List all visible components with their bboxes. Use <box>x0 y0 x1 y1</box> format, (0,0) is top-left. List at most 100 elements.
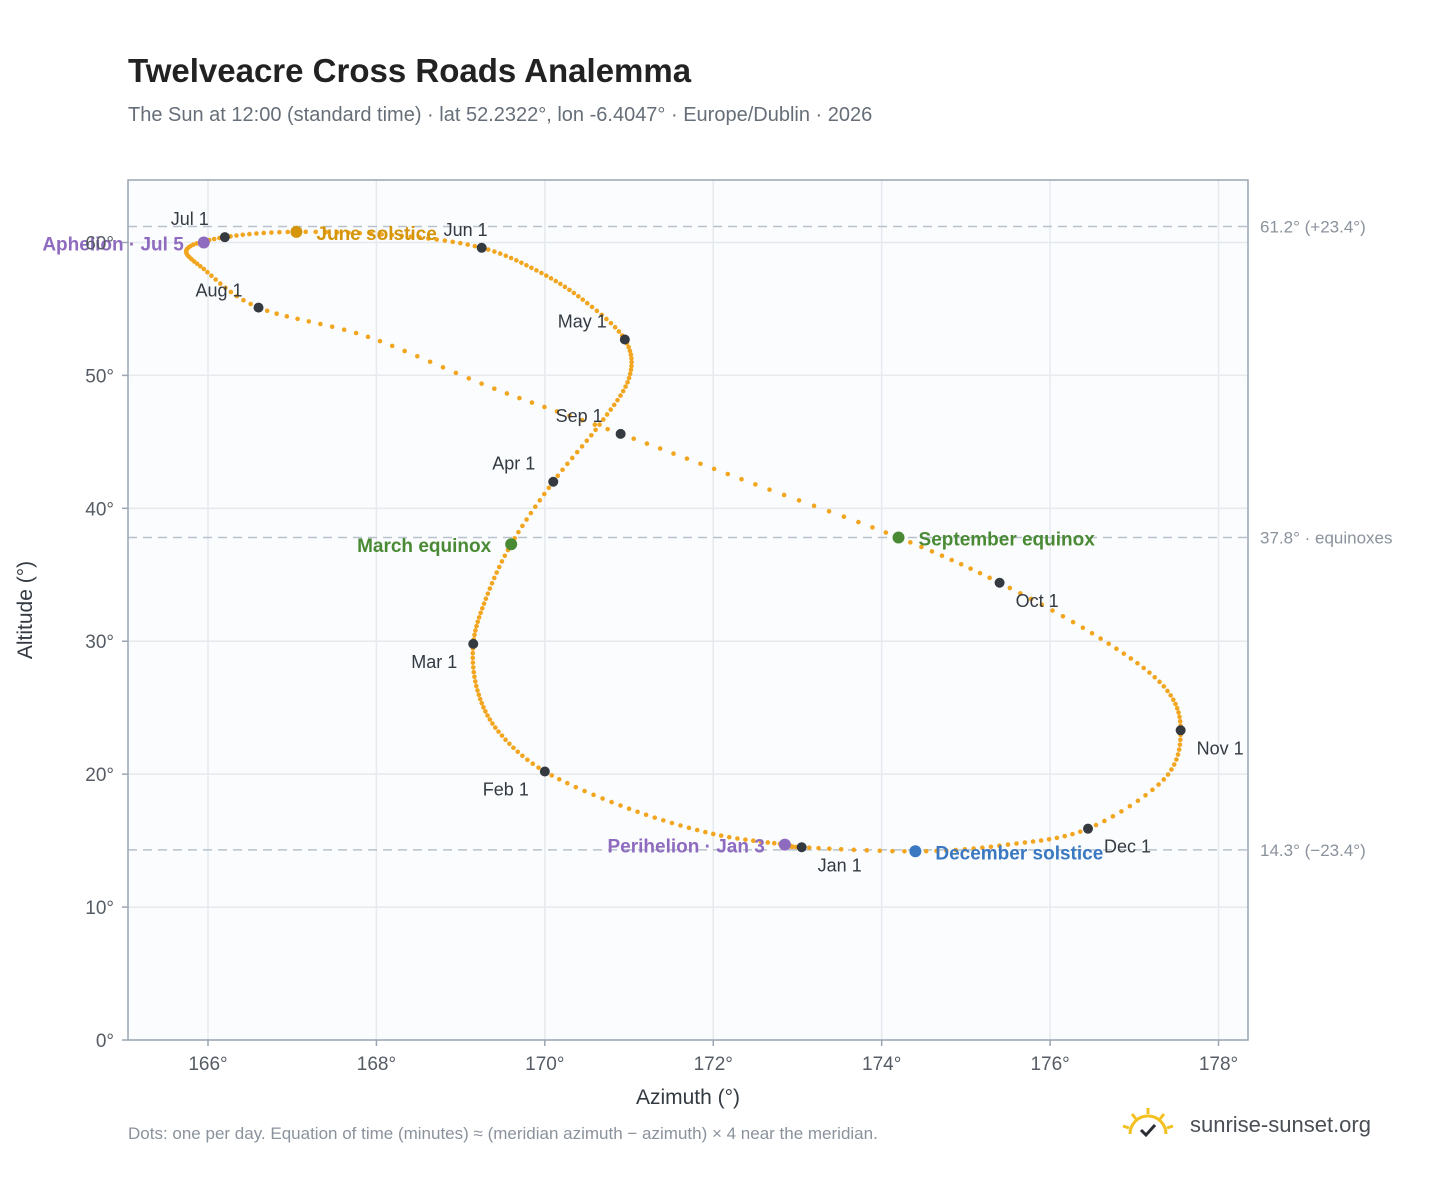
day-dot <box>934 848 939 854</box>
day-dot <box>806 845 812 850</box>
day-dot <box>599 312 605 318</box>
day-dot <box>426 236 431 241</box>
day-dot <box>473 683 479 689</box>
day-dot <box>1161 684 1167 689</box>
day-dot <box>579 417 585 423</box>
day-dot <box>529 400 535 405</box>
day-dot <box>605 426 610 432</box>
day-dot <box>365 334 371 340</box>
day-dot <box>623 384 628 389</box>
day-dot <box>554 409 560 414</box>
day-dot <box>597 422 602 427</box>
day-dot <box>1014 841 1019 846</box>
day-dot <box>1152 674 1158 680</box>
plot-background <box>128 180 1248 1040</box>
y-axis-label: Altitude (°) <box>14 561 37 659</box>
day-dot <box>902 848 907 854</box>
day-dot <box>248 301 253 307</box>
event-marker <box>778 838 791 851</box>
x-tick-label: 166° <box>188 1054 227 1075</box>
day-dot <box>616 329 622 334</box>
day-dot <box>497 251 503 256</box>
day-dot <box>470 655 476 661</box>
day-dot <box>1114 646 1119 652</box>
day-dot <box>205 269 210 275</box>
day-dot <box>341 327 347 333</box>
day-dot <box>487 717 493 722</box>
day-dot <box>494 570 499 575</box>
day-dot <box>530 761 536 767</box>
day-dot <box>635 809 640 815</box>
day-dot <box>475 619 481 625</box>
event-marker <box>197 236 210 249</box>
day-dot <box>318 321 323 327</box>
day-dot <box>481 601 487 606</box>
day-dot <box>569 455 575 461</box>
day-dot <box>533 504 538 510</box>
day-dot <box>254 231 259 236</box>
day-dot <box>711 466 717 472</box>
day-dot <box>684 456 690 461</box>
day-dot <box>565 461 570 467</box>
day-dot <box>1177 714 1182 720</box>
day-dot <box>261 230 267 236</box>
event-marker <box>909 845 922 858</box>
y-tick-label: 40° <box>85 499 114 520</box>
y-tick-label: 30° <box>85 632 114 653</box>
day-dot <box>958 561 964 567</box>
month-marker-label: Apr 1 <box>492 454 535 474</box>
day-dot <box>546 485 552 491</box>
day-dot <box>353 330 359 336</box>
day-dot <box>213 277 219 282</box>
day-dot <box>442 238 448 243</box>
day-dot <box>492 386 497 391</box>
day-dot <box>379 232 385 237</box>
day-dot <box>1005 842 1011 847</box>
day-dot <box>542 404 547 410</box>
day-dot <box>739 476 744 482</box>
month-marker-label: Nov 1 <box>1197 738 1244 758</box>
x-tick-label: 178° <box>1199 1054 1238 1075</box>
brand-logo[interactable]: sunrise-sunset.org <box>1120 1104 1400 1148</box>
month-marker <box>548 476 559 487</box>
day-dot <box>434 237 440 242</box>
day-dot <box>274 311 279 316</box>
day-dot <box>490 721 495 726</box>
day-dot <box>771 840 777 846</box>
day-dot <box>472 674 477 680</box>
day-dot <box>618 393 623 398</box>
day-dot <box>629 359 634 365</box>
day-dot <box>389 232 395 238</box>
day-dot <box>1038 838 1044 843</box>
day-dot <box>944 848 949 853</box>
day-dot <box>520 753 525 759</box>
y-tick-label: 50° <box>85 366 114 387</box>
day-dot <box>476 692 482 698</box>
day-dot <box>377 338 383 344</box>
day-dot <box>1070 619 1076 625</box>
day-dot <box>1102 818 1107 824</box>
day-dot <box>743 837 748 842</box>
day-dot <box>269 230 274 235</box>
day-dot <box>560 467 565 473</box>
day-dot <box>537 498 543 503</box>
day-dot <box>735 836 740 841</box>
day-dot <box>228 289 234 295</box>
x-axis-label: Azimuth (°) <box>636 1086 740 1109</box>
day-dot <box>284 314 290 319</box>
day-dot <box>870 525 875 530</box>
day-dot <box>499 733 505 738</box>
month-marker <box>468 638 479 649</box>
day-dot <box>479 606 485 611</box>
day-dot <box>1080 625 1086 631</box>
x-tick-label: 176° <box>1030 1054 1069 1075</box>
day-dot <box>402 348 407 354</box>
day-dot <box>479 700 485 706</box>
event-markers: Aphelion · Jul 5 June solstice March equin… <box>42 224 1103 864</box>
day-dot <box>539 270 544 276</box>
day-dot <box>549 773 555 778</box>
day-dot <box>725 471 731 477</box>
day-dot <box>548 276 554 281</box>
day-dot <box>303 229 308 235</box>
